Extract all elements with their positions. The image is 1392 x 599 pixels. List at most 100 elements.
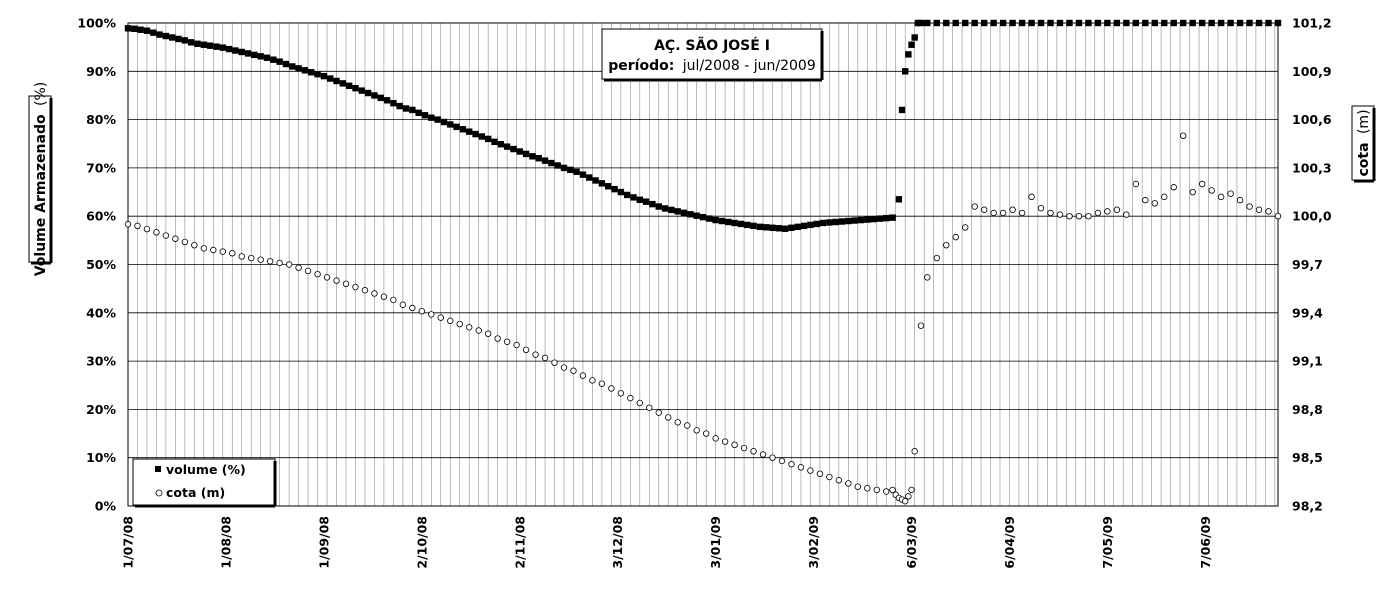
- y-left-tick-label: 80%: [86, 112, 116, 127]
- cota-point: [873, 486, 880, 494]
- cota-point: [684, 422, 691, 429]
- volume-point: [1009, 19, 1016, 27]
- volume-point: [750, 222, 757, 230]
- volume-point: [301, 67, 309, 74]
- cota-point: [1227, 190, 1234, 197]
- volume-point: [472, 130, 479, 138]
- y-right-label: cota: [1356, 142, 1372, 176]
- chart-title: AÇ. SÃO JOSÉ I: [654, 37, 770, 54]
- x-tick-label: 2/10/08: [414, 516, 429, 569]
- x-tick-label: 3/12/08: [610, 516, 625, 569]
- y-right-unit: (m): [1356, 109, 1372, 134]
- cota-point: [797, 464, 805, 471]
- y-left-tick-label: 30%: [86, 354, 116, 369]
- cota-point: [437, 314, 444, 321]
- cota-point: [124, 221, 132, 228]
- cota-point: [721, 438, 729, 445]
- volume-point: [876, 215, 884, 222]
- volume-point: [800, 222, 808, 230]
- y-right-tick-label: 100,0: [1292, 209, 1332, 224]
- volume-point: [674, 208, 681, 215]
- cota-point: [238, 253, 245, 260]
- cota-point: [1066, 212, 1073, 220]
- x-tick-label: 1/08/08: [218, 516, 233, 569]
- volume-point: [592, 177, 599, 184]
- volume-point: [712, 216, 719, 224]
- cota-point: [1161, 193, 1168, 201]
- volume-point: [1123, 19, 1130, 27]
- volume-point: [693, 212, 700, 219]
- y-right-tick-label: 100,3: [1292, 160, 1332, 175]
- title-box: AÇ. SÃO JOSÉ I período: jul/2008 - jun/2…: [601, 28, 824, 82]
- volume-point: [567, 166, 574, 174]
- y-left-tick-label: 100%: [77, 16, 116, 31]
- volume-point: [503, 143, 511, 150]
- cota-point: [323, 274, 331, 281]
- y-right-tick-label: 98,2: [1292, 499, 1323, 514]
- cota-point: [845, 480, 852, 487]
- cota-point: [1075, 212, 1083, 220]
- cota-point: [191, 241, 198, 249]
- cota-point: [295, 264, 302, 271]
- cota-point: [807, 467, 814, 474]
- volume-point: [453, 123, 460, 131]
- volume-point: [718, 217, 726, 225]
- volume-point: [905, 51, 912, 58]
- volume-point: [1142, 19, 1149, 27]
- cota-point: [266, 258, 274, 265]
- x-tick-label: 3/02/09: [806, 516, 821, 569]
- volume-point: [1180, 19, 1187, 27]
- cota-point: [541, 354, 549, 362]
- volume-point: [560, 164, 568, 172]
- cota-point: [333, 277, 340, 284]
- cota-point: [655, 409, 662, 416]
- y-right-tick-label: 99,7: [1292, 257, 1323, 272]
- volume-point: [864, 216, 871, 223]
- x-tick-label: 1/07/08: [121, 516, 136, 569]
- volume-point: [1246, 19, 1253, 27]
- volume-point: [1236, 19, 1244, 27]
- volume-point: [390, 99, 397, 107]
- cota-point: [1265, 208, 1272, 215]
- volume-series: [124, 19, 1282, 232]
- cota-point: [617, 390, 625, 397]
- cota-point: [933, 254, 940, 262]
- cota-point: [352, 283, 359, 291]
- volume-point: [794, 223, 801, 231]
- cota-point: [229, 250, 236, 257]
- volume-point: [516, 148, 523, 155]
- cota-point: [172, 235, 179, 242]
- volume-point: [573, 168, 580, 175]
- volume-point: [364, 89, 372, 97]
- volume-point: [1056, 19, 1064, 27]
- volume-point: [484, 135, 492, 143]
- volume-point: [933, 19, 940, 27]
- volume-point: [845, 217, 852, 225]
- cota-point: [924, 274, 931, 281]
- volume-point: [440, 118, 448, 126]
- cota-point: [428, 311, 435, 318]
- volume-point: [541, 157, 549, 164]
- volume-point: [124, 25, 132, 32]
- volume-point: [642, 198, 650, 205]
- cota-point: [466, 324, 473, 331]
- volume-point: [1094, 19, 1102, 27]
- volume-point: [554, 162, 561, 169]
- volume-point: [908, 41, 915, 48]
- cota-point: [522, 346, 530, 354]
- volume-point: [529, 153, 536, 160]
- cota-point: [1189, 188, 1196, 196]
- volume-point: [769, 224, 776, 231]
- cota-point: [962, 224, 969, 231]
- y-right-tick-label: 99,4: [1292, 305, 1323, 320]
- cota-point: [447, 317, 454, 325]
- volume-point: [781, 225, 789, 232]
- volume-point: [731, 219, 738, 227]
- volume-point: [895, 196, 903, 203]
- cota-point: [134, 222, 141, 230]
- volume-point: [396, 102, 403, 110]
- volume-point: [1217, 19, 1225, 27]
- volume-point: [668, 206, 675, 214]
- cota-point: [579, 372, 587, 379]
- volume-point: [901, 68, 909, 75]
